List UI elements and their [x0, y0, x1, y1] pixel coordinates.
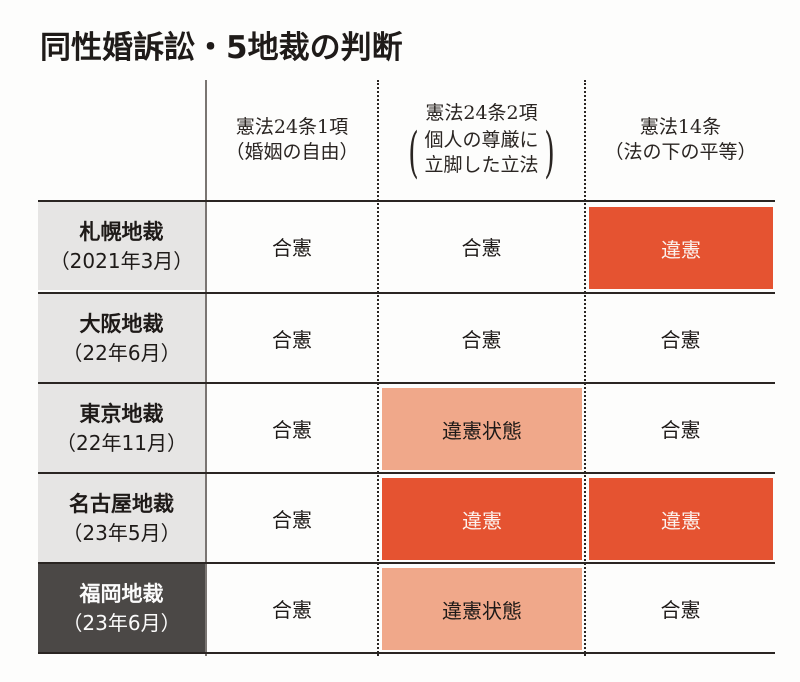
row-divider	[38, 472, 775, 474]
ruling-table: 憲法24条1項 （婚姻の自由） 憲法24条2項 ( 個人の尊厳に 立脚した立法 …	[38, 80, 775, 656]
court-name: 福岡地裁	[79, 582, 164, 606]
court-date: （23年5月）	[62, 521, 181, 545]
header-article24-1-label: 憲法24条1項 （婚姻の自由）	[225, 116, 359, 163]
header-article24-2-sub: 個人の尊厳に 立脚した立法	[424, 128, 539, 176]
cell-osaka-24-1: 合憲	[272, 327, 312, 352]
cell-sapporo-14: 違憲	[589, 207, 773, 289]
court-name: 東京地裁	[79, 402, 164, 426]
cell-osaka-24-2: 合憲	[461, 327, 502, 352]
header-article24-1: 憲法24条1項 （婚姻の自由）	[207, 80, 377, 200]
row-divider	[38, 382, 775, 384]
cell-tokyo-24-1: 合憲	[272, 417, 312, 442]
header-article14-label: 憲法14条 （法の下の平等）	[604, 116, 757, 163]
column-divider-dotted-1	[377, 80, 379, 656]
court-name: 大阪地裁	[79, 312, 164, 336]
close-paren-glyph: )	[543, 120, 555, 184]
cell-fukuoka-24-2: 違憲状態	[382, 568, 582, 650]
court-date: （23年6月）	[62, 611, 181, 635]
court-date: （22年11月）	[56, 431, 187, 455]
cell-sapporo-24-1: 合憲	[272, 235, 312, 260]
court-osaka: 大阪地裁 （22年6月）	[38, 294, 205, 382]
open-paren-glyph: (	[408, 120, 420, 184]
court-date: （2021年3月）	[49, 249, 194, 273]
header-article14: 憲法14条 （法の下の平等）	[586, 80, 775, 200]
row-divider	[38, 562, 775, 564]
court-name: 札幌地裁	[79, 220, 164, 244]
cell-tokyo-24-2: 違憲状態	[382, 388, 582, 470]
court-sapporo: 札幌地裁 （2021年3月）	[38, 202, 205, 290]
row-divider	[38, 200, 775, 202]
chart-title: 同性婚訴訟・5地裁の判断	[40, 30, 403, 66]
cell-tokyo-14: 合憲	[660, 417, 701, 442]
court-nagoya: 名古屋地裁 （23年5月）	[38, 474, 205, 562]
court-tokyo: 東京地裁 （22年11月）	[38, 384, 205, 472]
row-divider	[38, 652, 775, 654]
header-article24-2-paren: ( 個人の尊厳に 立脚した立法 )	[403, 120, 559, 184]
header-article24-2-label: 憲法24条2項	[425, 101, 538, 124]
court-fukuoka: 福岡地裁 （23年6月）	[38, 564, 205, 652]
cell-osaka-14: 合憲	[660, 327, 701, 352]
header-row: 憲法24条1項 （婚姻の自由） 憲法24条2項 ( 個人の尊厳に 立脚した立法 …	[38, 80, 775, 200]
cell-sapporo-24-2: 合憲	[461, 235, 502, 260]
cell-nagoya-24-1: 合憲	[272, 507, 312, 532]
cell-nagoya-14: 違憲	[589, 478, 773, 560]
column-divider-dotted-2	[584, 80, 586, 656]
cell-fukuoka-14: 合憲	[660, 597, 701, 622]
cell-fukuoka-24-1: 合憲	[272, 597, 312, 622]
column-divider-solid	[205, 80, 207, 656]
header-article24-2: 憲法24条2項 ( 個人の尊厳に 立脚した立法 )	[379, 80, 584, 200]
row-divider	[38, 292, 775, 294]
court-name: 名古屋地裁	[69, 492, 174, 516]
cell-nagoya-24-2: 違憲	[382, 478, 582, 560]
court-date: （22年6月）	[62, 341, 181, 365]
